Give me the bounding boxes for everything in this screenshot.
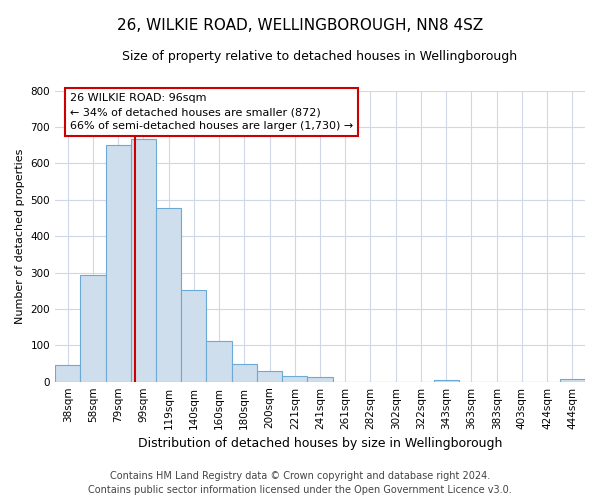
Bar	[181, 290, 206, 382]
Bar	[80, 275, 106, 382]
Bar	[55, 364, 80, 382]
Bar	[282, 376, 307, 382]
Bar	[307, 377, 332, 382]
Text: 26 WILKIE ROAD: 96sqm
← 34% of detached houses are smaller (872)
66% of semi-det: 26 WILKIE ROAD: 96sqm ← 34% of detached …	[70, 94, 353, 132]
Title: Size of property relative to detached houses in Wellingborough: Size of property relative to detached ho…	[122, 50, 518, 63]
Bar	[434, 380, 459, 382]
X-axis label: Distribution of detached houses by size in Wellingborough: Distribution of detached houses by size …	[138, 437, 502, 450]
Bar	[560, 379, 585, 382]
Text: Contains HM Land Registry data © Crown copyright and database right 2024.
Contai: Contains HM Land Registry data © Crown c…	[88, 471, 512, 495]
Bar	[206, 340, 232, 382]
Y-axis label: Number of detached properties: Number of detached properties	[15, 148, 25, 324]
Bar	[257, 372, 282, 382]
Bar	[156, 208, 181, 382]
Bar	[232, 364, 257, 382]
Bar	[106, 145, 131, 382]
Bar	[131, 139, 156, 382]
Text: 26, WILKIE ROAD, WELLINGBOROUGH, NN8 4SZ: 26, WILKIE ROAD, WELLINGBOROUGH, NN8 4SZ	[117, 18, 483, 32]
